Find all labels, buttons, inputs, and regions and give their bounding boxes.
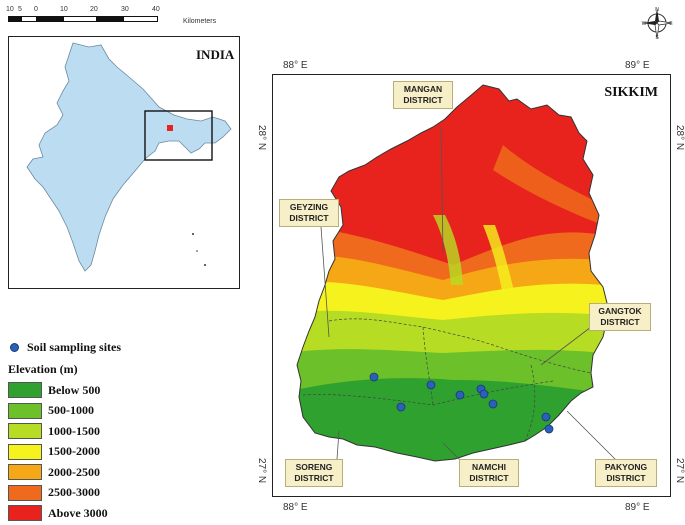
soil-site <box>544 424 554 434</box>
legend-item: 1000-1500 <box>8 421 188 442</box>
district-name: GANGTOK <box>598 306 642 316</box>
scale-unit: Kilometers <box>183 18 217 25</box>
soil-site <box>541 412 551 422</box>
legend-swatch <box>8 443 42 460</box>
coord-left-top: 28° N <box>256 125 267 151</box>
coord-right-top: 28° N <box>674 125 685 151</box>
scale-tick: 0 <box>34 6 38 13</box>
district-name: MANGAN <box>403 84 443 94</box>
coord-bottom-right: 89° E <box>625 502 650 513</box>
coord-left-bottom: 27° N <box>256 458 267 484</box>
scale-tick: 5 <box>18 6 22 13</box>
legend-label: 500-1000 <box>48 403 94 418</box>
district-label-namchi: NAMCHI DISTRICT <box>459 459 519 487</box>
coord-top-right: 89° E <box>625 60 650 71</box>
scale-tick: 10 <box>60 6 68 13</box>
legend-label: 1500-2000 <box>48 444 100 459</box>
legend-label: 2000-2500 <box>48 464 100 479</box>
soil-site <box>396 402 406 412</box>
legend-swatch <box>8 423 42 440</box>
legend-swatch <box>8 402 42 419</box>
coord-right-bottom: 27° N <box>674 458 685 484</box>
district-label-pakyong: PAKYONG DISTRICT <box>595 459 657 487</box>
compass-s: S <box>655 35 659 40</box>
district-suffix: DISTRICT <box>403 95 443 105</box>
soil-site <box>479 389 489 399</box>
soil-site <box>369 372 379 382</box>
elevation-map <box>296 84 620 464</box>
district-name: SORENG <box>295 462 333 472</box>
compass-e: E <box>669 21 673 27</box>
north-arrow-icon: N E S W <box>640 6 674 41</box>
legend-item: 2000-2500 <box>8 462 188 483</box>
district-name: GEYZING <box>289 202 329 212</box>
district-suffix: DISTRICT <box>289 213 329 223</box>
district-label-soreng: SORENG DISTRICT <box>285 459 343 487</box>
district-label-mangan: MANGAN DISTRICT <box>393 81 453 109</box>
scale-tick: 40 <box>152 6 160 13</box>
coord-bottom-left: 88° E <box>283 502 308 513</box>
inset-highlight-box <box>144 110 213 161</box>
sikkim-main-map: SIKKIM MANGAN DISTRICT GEYZING DISTRICT … <box>272 74 671 497</box>
scale-tick: 30 <box>121 6 129 13</box>
india-outline <box>26 42 232 272</box>
scale-segment <box>36 16 64 22</box>
legend-item: Above 3000 <box>8 503 188 524</box>
inset-title: INDIA <box>196 47 235 62</box>
district-name: NAMCHI <box>472 462 506 472</box>
legend-label: Above 3000 <box>48 505 108 520</box>
legend-item: 500-1000 <box>8 401 188 422</box>
scale-tick: 20 <box>90 6 98 13</box>
legend-swatch <box>8 382 42 399</box>
scale-tick: 10 <box>6 6 14 13</box>
coord-top-left: 88° E <box>283 60 308 71</box>
compass-n: N <box>655 7 659 13</box>
scale-segment <box>8 16 22 22</box>
legend-item: 1500-2000 <box>8 442 188 463</box>
legend-label: 2500-3000 <box>48 485 100 500</box>
legend-sites-row: Soil sampling sites <box>8 338 188 356</box>
soil-site <box>426 380 436 390</box>
compass-w: W <box>642 21 647 27</box>
district-name: PAKYONG <box>604 462 648 472</box>
scale-segment <box>96 16 124 22</box>
legend: Soil sampling sites Elevation (m) Below … <box>8 338 188 524</box>
district-suffix: DISTRICT <box>606 473 646 483</box>
legend-item: Below 500 <box>8 380 188 401</box>
soil-site-icon <box>10 342 19 352</box>
district-label-geyzing: GEYZING DISTRICT <box>279 199 339 227</box>
district-suffix: DISTRICT <box>469 473 509 483</box>
legend-swatch <box>8 484 42 501</box>
district-suffix: DISTRICT <box>294 473 334 483</box>
legend-swatch <box>8 505 42 522</box>
soil-site <box>455 390 465 400</box>
legend-label: Below 500 <box>48 382 101 397</box>
india-inset-map: INDIA <box>8 36 240 289</box>
district-label-gangtok: GANGTOK DISTRICT <box>589 303 651 331</box>
scale-bar-outline <box>8 16 158 22</box>
legend-sites-label: Soil sampling sites <box>27 339 122 354</box>
legend-item: 2500-3000 <box>8 483 188 504</box>
legend-swatch <box>8 464 42 481</box>
legend-label: 1000-1500 <box>48 423 100 438</box>
sikkim-marker <box>167 125 173 131</box>
scale-bar: 10 5 0 10 20 30 40 Kilometers <box>6 6 216 30</box>
legend-elevation-title: Elevation (m) <box>8 362 78 376</box>
district-suffix: DISTRICT <box>600 317 640 327</box>
soil-site <box>488 399 498 409</box>
map-title: SIKKIM <box>604 85 658 100</box>
